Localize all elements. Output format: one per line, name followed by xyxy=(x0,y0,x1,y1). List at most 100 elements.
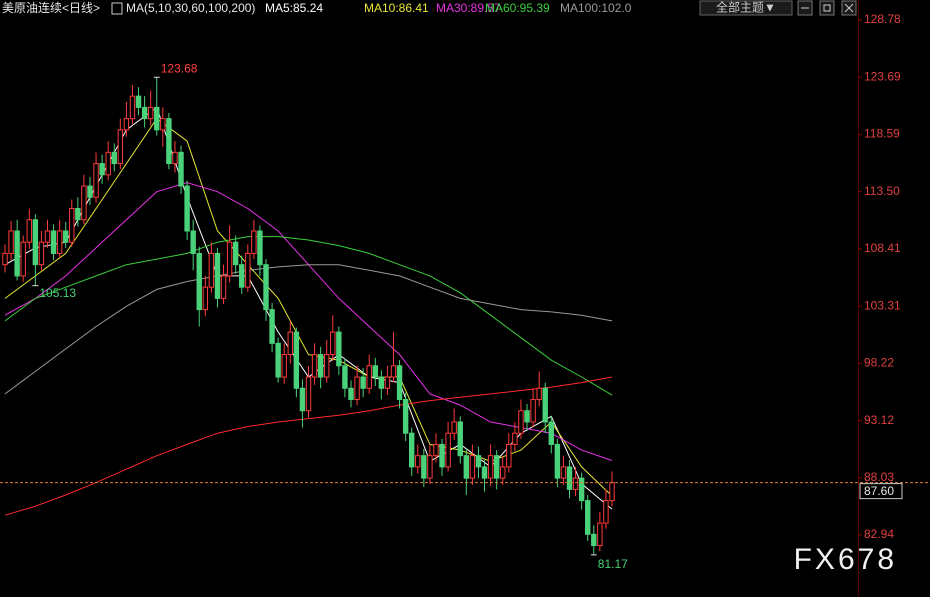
y-tick-label: 103.31 xyxy=(864,298,901,312)
restore-button[interactable] xyxy=(819,0,835,16)
candle-body xyxy=(603,500,609,524)
candle-body xyxy=(311,354,318,378)
candle-body xyxy=(26,219,32,243)
candle-body xyxy=(269,309,275,344)
extreme-label: 123.68 xyxy=(161,61,198,75)
candle-body xyxy=(439,443,445,468)
candle-body xyxy=(354,376,360,400)
candle-body xyxy=(360,376,366,389)
candle-body xyxy=(591,533,597,547)
candle-body xyxy=(75,208,81,221)
candle-body xyxy=(287,331,293,356)
legend-entry: MA60:95.39 xyxy=(485,1,550,15)
candle-body xyxy=(493,455,500,479)
theme-button[interactable] xyxy=(699,0,793,16)
candle-body xyxy=(226,241,233,277)
candle-body xyxy=(481,466,488,479)
legend-title: MA(5,10,30,60,100,200) xyxy=(126,1,255,15)
candle-body xyxy=(372,365,378,378)
extreme-label: 81.17 xyxy=(598,557,628,571)
ma-line xyxy=(4,236,613,396)
candle-body xyxy=(500,466,506,479)
candle-body xyxy=(299,387,306,412)
candle-body xyxy=(50,230,57,254)
theme-button-label[interactable]: 全部主题▼ xyxy=(716,0,776,15)
candle-body xyxy=(554,443,561,479)
candle-body xyxy=(518,410,524,434)
candle-body xyxy=(190,230,196,254)
candle-body xyxy=(348,387,354,400)
restore-icon xyxy=(823,4,831,12)
watermark: FX678 xyxy=(794,543,897,576)
candle-body xyxy=(14,230,20,277)
candle-body xyxy=(245,252,251,288)
candle-body xyxy=(366,365,372,389)
candle-body xyxy=(160,118,166,131)
candle-body xyxy=(597,522,603,547)
candle-body xyxy=(451,421,457,434)
candle-body xyxy=(251,230,257,254)
ma-line xyxy=(4,264,613,395)
candle-body xyxy=(330,331,336,356)
candle-body xyxy=(402,398,409,434)
candle-body xyxy=(415,455,421,468)
candle-body xyxy=(475,455,482,468)
candle-body xyxy=(32,219,39,266)
candle-body xyxy=(129,95,136,120)
candle-body xyxy=(445,432,451,468)
candle-body xyxy=(560,466,567,479)
candle-body xyxy=(147,106,154,120)
candle-body xyxy=(99,163,105,176)
candle-body xyxy=(135,95,142,108)
y-tick-label: 128.78 xyxy=(864,12,901,26)
candle-body xyxy=(293,331,300,389)
candle-body xyxy=(487,455,494,479)
candle-body xyxy=(105,151,111,176)
candle-body xyxy=(390,365,397,378)
candle-body xyxy=(427,455,433,479)
candle-body xyxy=(117,129,124,165)
candle-body xyxy=(202,286,209,311)
candle-body xyxy=(378,376,385,389)
candle-body xyxy=(154,106,160,131)
candle-body xyxy=(317,354,324,378)
candle-body xyxy=(8,230,14,254)
candle-body xyxy=(38,241,45,266)
candle-body xyxy=(336,331,342,367)
y-tick-label: 118.59 xyxy=(864,127,900,141)
candle-body xyxy=(396,365,403,400)
candle-body xyxy=(44,230,51,243)
candle-body xyxy=(111,151,117,165)
legend-entry: MA100:102.0 xyxy=(560,1,632,15)
candle-body xyxy=(566,466,573,490)
ma-icon[interactable] xyxy=(111,2,123,15)
candle-body xyxy=(220,275,227,299)
candle-body xyxy=(275,342,281,378)
candle-body xyxy=(609,482,615,502)
candle-body xyxy=(530,398,536,423)
candle-body xyxy=(281,354,287,378)
legend-entry: MA30:89.57 xyxy=(436,1,501,15)
candle-body xyxy=(433,443,439,457)
y-tick-label: 123.69 xyxy=(864,69,901,83)
candle-body xyxy=(93,163,99,198)
candle-body xyxy=(305,376,312,412)
candle-body xyxy=(232,241,239,266)
candle-body xyxy=(56,230,63,254)
candle-body xyxy=(408,432,415,468)
candle-body xyxy=(506,443,512,468)
legend-entry: MA5:85.24 xyxy=(265,1,323,15)
legend-entry: MA10:86.41 xyxy=(364,1,429,15)
candle-body xyxy=(542,387,548,423)
last-price-label: 87.60 xyxy=(864,484,894,498)
y-tick-label: 82.94 xyxy=(864,527,894,541)
candle-body xyxy=(196,252,202,311)
candle-body xyxy=(536,387,542,400)
candle-body xyxy=(87,185,93,198)
candle-body xyxy=(257,230,263,266)
candle-body xyxy=(342,365,348,389)
candle-body xyxy=(263,264,269,311)
candle-body xyxy=(208,252,215,288)
